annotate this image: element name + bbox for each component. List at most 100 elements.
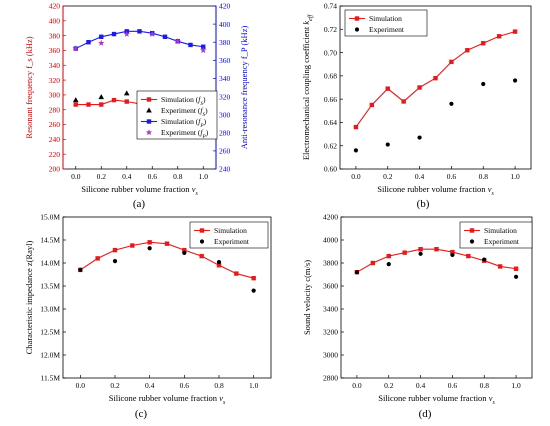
series-1: [353, 78, 518, 153]
data-point: [251, 288, 256, 293]
data-point: [182, 250, 187, 255]
y-tick-label: 0.62: [324, 141, 337, 150]
legend-label: Experiment: [214, 237, 250, 246]
legend-swatch-marker: [469, 228, 475, 233]
y-tick-label: 3600: [323, 282, 338, 291]
legend-swatch-marker: [469, 239, 475, 244]
legend-swatch-marker: [199, 239, 205, 244]
data-point: [162, 34, 168, 39]
y-tick-label: 0.64: [324, 118, 337, 127]
y2-tick-label: 360: [219, 56, 231, 65]
series-line: [356, 248, 517, 273]
data-point: [465, 48, 470, 53]
data-point: [72, 97, 79, 103]
data-point: [98, 39, 105, 46]
x-tick-label: 0.2: [383, 172, 393, 181]
y-tick-label: 4000: [323, 236, 338, 245]
data-point: [86, 102, 91, 107]
legend-label: Experiment (fS): [161, 106, 208, 118]
data-point: [418, 251, 423, 256]
legend: Simulation Experiment: [459, 221, 533, 249]
data-point: [182, 247, 187, 253]
legend-swatch-marker: [146, 107, 152, 113]
data-point: [418, 247, 423, 252]
data-point: [137, 29, 142, 34]
data-point: [450, 252, 455, 258]
y2-tick-label: 380: [219, 38, 231, 47]
series-3: [72, 30, 207, 54]
y-tick-label: 12.5M: [40, 328, 60, 337]
legend-label: Simulation: [369, 14, 402, 23]
x-tick-label: 0.8: [479, 172, 489, 181]
y-tick-label: 340: [49, 61, 61, 70]
y-tick-label: 12.0M: [40, 351, 60, 360]
legend-swatch-marker: [199, 228, 205, 233]
legend-label: Simulation (fS): [161, 95, 206, 107]
legend-label: Simulation: [484, 226, 517, 235]
data-point: [466, 253, 471, 259]
data-point: [482, 257, 487, 262]
data-point: [112, 259, 118, 264]
data-point: [497, 264, 503, 269]
y-tick-label: 14.5M: [40, 236, 60, 245]
chart-a: 0.0 0.2 0.4 0.6 0.8 1.0 200 220 240 260 280 300 320 3…: [24, 2, 249, 197]
y2-tick-label: 300: [219, 110, 231, 119]
data-point: [130, 243, 135, 248]
legend: Simulation Experiment: [344, 9, 428, 37]
legend-box: [189, 221, 269, 249]
data-point: [123, 90, 130, 96]
y-tick-label: 0.70: [324, 48, 337, 57]
series-2: [73, 29, 206, 51]
data-point: [354, 270, 360, 275]
x-axis-title: Silicone rubber volume fraction vs: [109, 393, 226, 406]
y-tick-label: 0.72: [324, 25, 337, 34]
data-point: [111, 97, 117, 103]
y-tick-label: 320: [49, 76, 61, 85]
legend: Simulation (fS)Experiment (fS)Simulation…: [136, 90, 218, 140]
panel-label-d: (d): [419, 408, 432, 420]
y-tick-label: 260: [49, 120, 61, 129]
data-point: [200, 46, 207, 54]
data-point: [386, 253, 391, 259]
chart-b: 0.0 0.2 0.4 0.6 0.8 1.0 0.60 0.62 0.64 0.66 0.68 0.…: [301, 2, 532, 197]
y-tick-label: 3800: [323, 259, 338, 268]
legend-label: Experiment (fP): [161, 128, 209, 140]
legend: Simulation Experiment: [189, 221, 269, 249]
data-point: [147, 246, 152, 251]
legend-label: Simulation: [214, 226, 247, 235]
y-tick-label: 0.74: [324, 2, 337, 11]
y-tick-label: 300: [49, 91, 61, 100]
y-tick-label: 15.0M: [40, 213, 60, 222]
y2-tick-label: 320: [219, 92, 231, 101]
legend-label: Experiment: [484, 237, 520, 246]
data-point: [449, 101, 454, 106]
x-tick-label: 0.2: [97, 172, 107, 181]
data-point: [401, 99, 406, 104]
x-axis-title: Silicone rubber volume fraction vs: [81, 184, 198, 197]
data-point: [369, 102, 375, 108]
x-tick-label: 0.6: [447, 172, 457, 181]
data-point: [123, 30, 130, 37]
data-point: [513, 274, 519, 279]
y-axis-title: Resonant frequency f_s (kHz): [24, 36, 34, 138]
plot-frame: [339, 5, 532, 170]
x-axis-title: Silicone rubber volume fraction vs: [378, 393, 495, 406]
plot-frame: [62, 216, 272, 379]
y2-axis-title: Anti-resonance frequency f_P (kHz): [239, 26, 249, 150]
series-line: [75, 30, 204, 50]
y-tick-label: 200: [49, 165, 61, 174]
data-point: [99, 102, 104, 107]
data-point: [512, 78, 518, 83]
data-point: [86, 40, 91, 45]
legend-label: Experiment: [369, 25, 405, 34]
y-tick-label: 3400: [323, 305, 338, 314]
y-tick-label: 3000: [323, 351, 338, 360]
y-tick-label: 0.60: [324, 165, 337, 174]
data-point: [216, 263, 222, 268]
y-tick-label: 400: [49, 17, 61, 26]
data-point: [353, 124, 359, 130]
y-axis-title: Characteristic impedance z(Rayl): [24, 240, 34, 354]
y2-tick-label: 240: [219, 165, 231, 174]
data-point: [147, 240, 152, 245]
